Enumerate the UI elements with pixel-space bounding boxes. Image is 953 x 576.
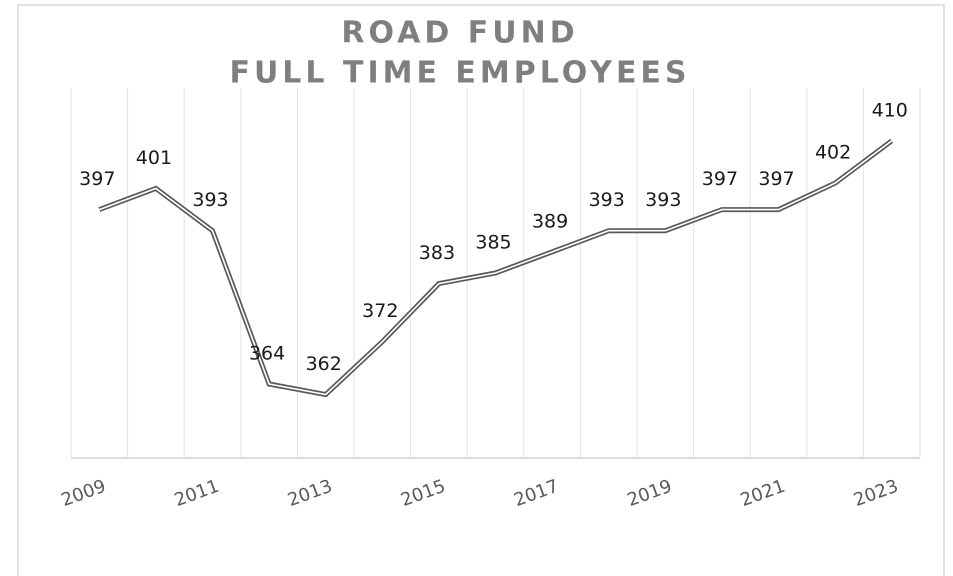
data-label: 393 — [192, 189, 228, 211]
data-label: 410 — [872, 99, 908, 121]
data-label: 393 — [645, 189, 681, 211]
data-label: 393 — [589, 189, 625, 211]
chart-frame — [17, 4, 945, 576]
chart-title: FULL TIME EMPLOYEES — [229, 56, 690, 91]
data-label: 397 — [758, 168, 794, 190]
data-label: 372 — [362, 300, 398, 322]
data-label: 385 — [475, 232, 511, 254]
data-label: 401 — [136, 147, 172, 169]
line-highlight — [99, 140, 893, 396]
data-label: 389 — [532, 210, 568, 232]
data-label: 362 — [306, 353, 342, 375]
data-label: 364 — [249, 343, 285, 365]
data-label: 397 — [79, 168, 115, 190]
data-label: 397 — [702, 168, 738, 190]
data-label: 402 — [815, 142, 851, 164]
chart-title: ROAD FUND — [341, 16, 578, 51]
data-label: 383 — [419, 242, 455, 264]
